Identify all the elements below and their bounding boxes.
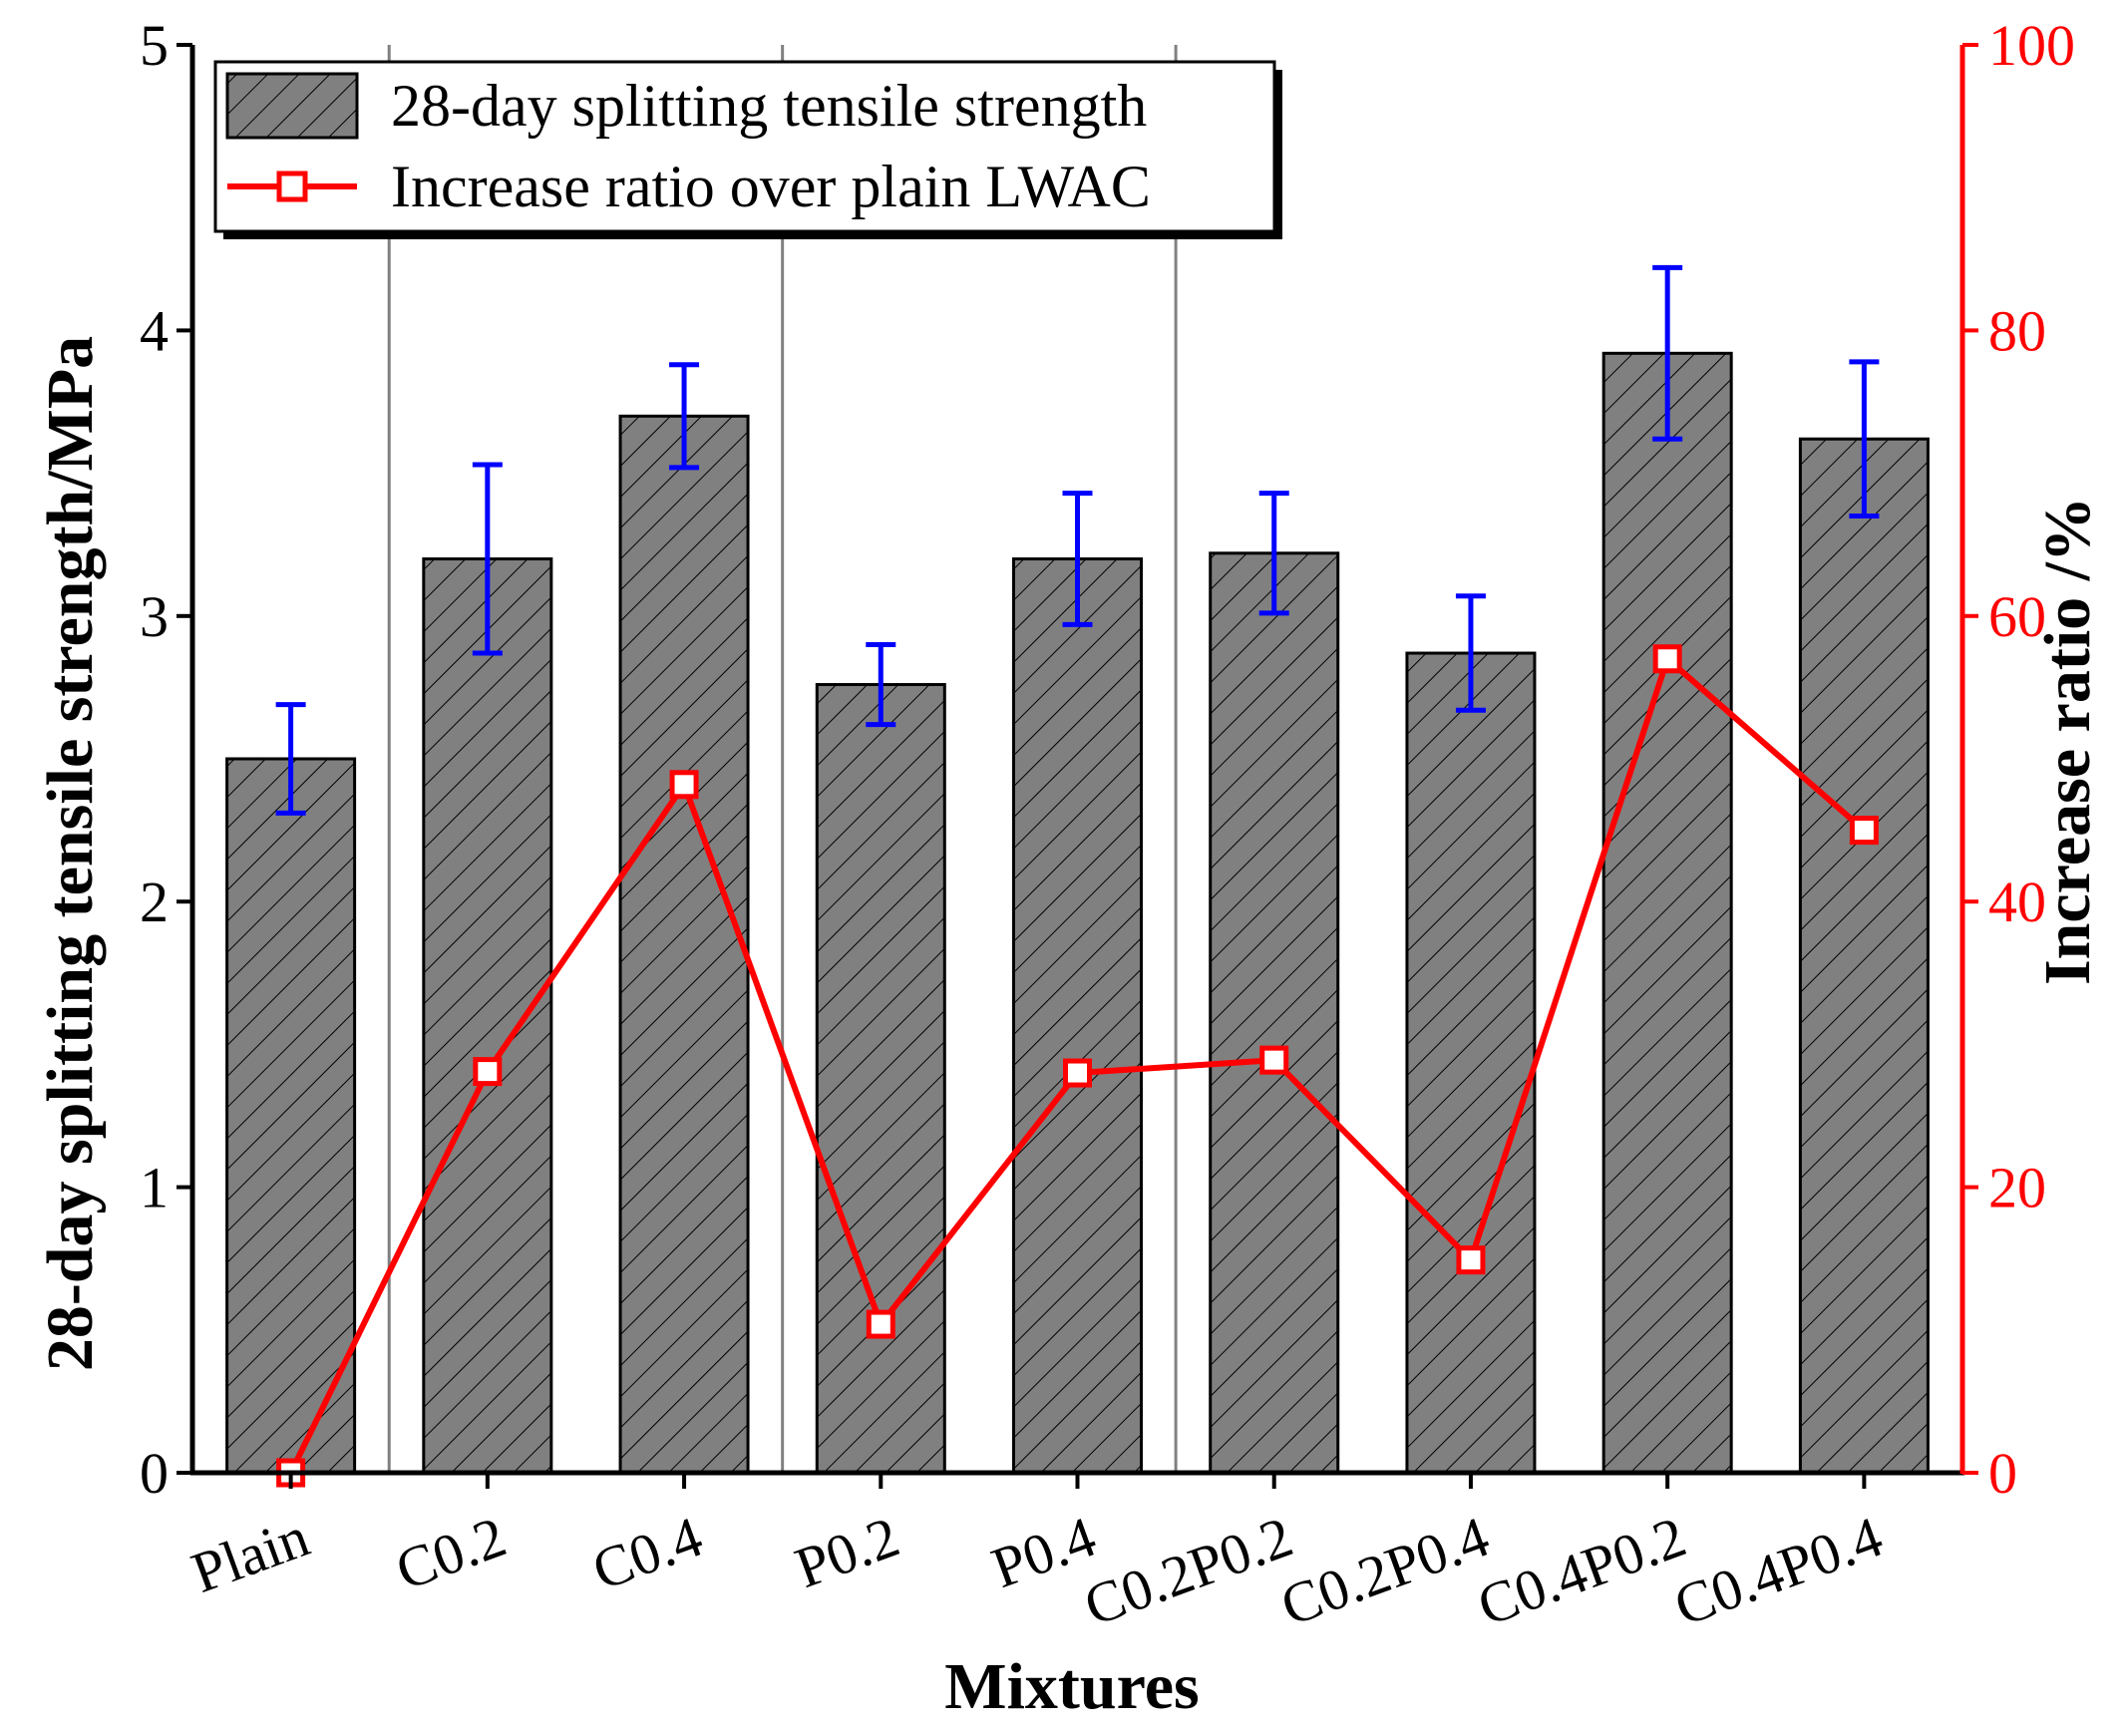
x-tick-label: C0.2P0.2: [1076, 1504, 1300, 1638]
line-point: [1652, 644, 1682, 674]
error-bars: [275, 264, 1880, 816]
bar: [815, 683, 946, 1475]
x-tick-label: C0.4P0.4: [1666, 1504, 1891, 1638]
x-tick-label: P0.2: [787, 1504, 907, 1600]
y2-tick-label: 80: [1988, 298, 2046, 363]
bar: [1405, 651, 1537, 1475]
y2-tick-label: 0: [1988, 1441, 2017, 1506]
y2-tick-label: 60: [1988, 584, 2046, 649]
bar: [1798, 437, 1930, 1475]
line-point: [1456, 1245, 1486, 1275]
line-point: [669, 770, 699, 800]
y2-tick-label: 100: [1988, 13, 2075, 78]
x-tick-label: C0.4P0.2: [1469, 1504, 1693, 1638]
x-tick-label: C0.2P0.4: [1272, 1504, 1497, 1638]
group-separators: [387, 45, 1178, 1473]
y-tick-label: 1: [140, 1156, 169, 1220]
line-series: [276, 644, 1879, 1488]
legend-box: [213, 60, 1276, 233]
y2-tick-label: 40: [1988, 869, 2046, 934]
bar: [1209, 551, 1340, 1475]
legend: 28-day splitting tensile strength Increa…: [213, 60, 1282, 239]
bar: [422, 557, 553, 1475]
x-tick-label: Plain: [183, 1504, 317, 1605]
line-point: [1259, 1045, 1289, 1075]
bar: [618, 414, 750, 1475]
y-tick-label: 3: [140, 584, 169, 649]
y-tick-label: 4: [140, 298, 169, 363]
legend-label-line: Increase ratio over plain LWAC: [391, 154, 1151, 219]
y-axis-title: 28-day splitting tensile strength/MPa: [34, 336, 107, 1371]
bar-series: [225, 351, 1930, 1475]
y2-tick-label: 20: [1988, 1156, 2046, 1220]
legend-bar-swatch: [225, 72, 359, 140]
line-point: [1849, 816, 1879, 846]
x-tick-label: C0.4: [584, 1504, 711, 1602]
line-point: [866, 1309, 895, 1339]
line-point: [1063, 1058, 1092, 1088]
y-tick-label: 5: [140, 13, 169, 78]
y2-axis-title: Increase ratio /%: [2031, 497, 2104, 985]
legend-line-marker: [276, 171, 308, 202]
x-tick-label: C0.2: [388, 1504, 515, 1602]
legend-label-bar: 28-day splitting tensile strength: [391, 73, 1147, 139]
y-tick-label: 0: [140, 1441, 169, 1506]
bar: [1012, 557, 1143, 1475]
y-tick-label: 2: [140, 869, 169, 934]
bar: [1601, 351, 1733, 1475]
x-axis-title: Mixtures: [944, 1650, 1199, 1723]
line-point: [473, 1057, 503, 1087]
bar: [225, 757, 357, 1475]
